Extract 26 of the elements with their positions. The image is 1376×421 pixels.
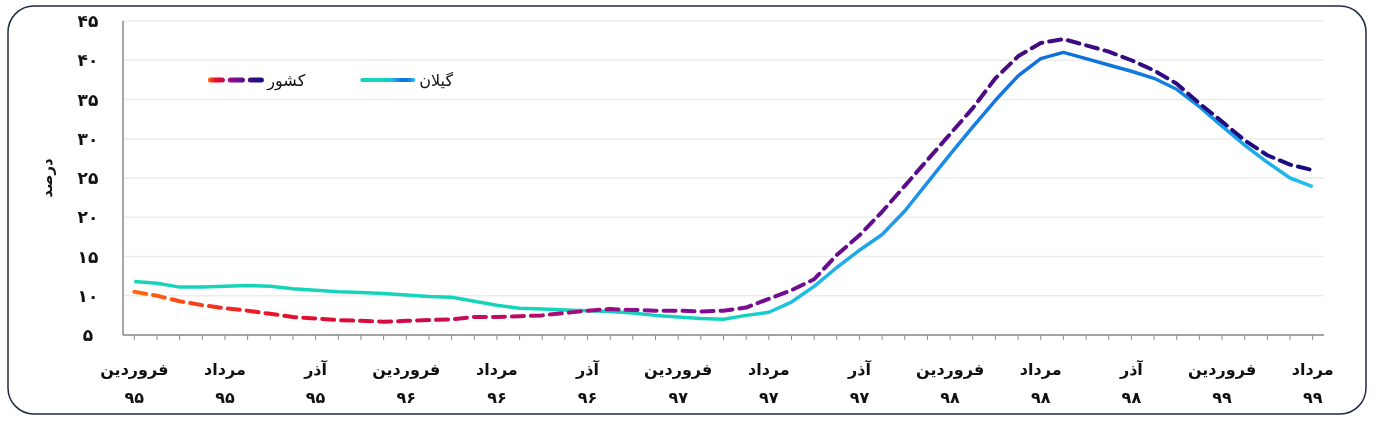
y-tick-label: ۴۵ — [77, 11, 99, 31]
y-tick-label: ۲۰ — [77, 207, 99, 228]
x-tick-label: مرداد ۹۵ — [204, 360, 246, 407]
legend-label: کشور — [266, 71, 306, 91]
legend-label: گیلان — [419, 71, 454, 90]
x-tick-label: فروردین ۹۶ — [372, 360, 441, 407]
y-tick-label: ۳۵ — [77, 89, 99, 110]
y-tick-label: ۱۰ — [77, 285, 99, 306]
x-tick-label: آذر ۹۸ — [1118, 359, 1144, 407]
y-tick-label: ۳۰ — [77, 128, 99, 149]
x-tick-label: آذر ۹۶ — [575, 359, 600, 407]
x-tick-label: آذر ۹۵ — [303, 359, 328, 407]
x-tick-label: فروردین ۹۷ — [644, 360, 713, 407]
x-tick-label: فروردین ۹۸ — [916, 360, 985, 407]
x-tick-label: آذر ۹۷ — [847, 359, 872, 407]
y-tick-label: ۴۰ — [77, 50, 99, 71]
x-tick-label: مرداد ۹۶ — [476, 360, 518, 407]
y-axis-title: درصد — [38, 157, 56, 198]
y-tick-label: ۱۵ — [77, 246, 99, 267]
y-tick-label: ۲۵ — [77, 168, 99, 188]
x-tick-label: مرداد ۹۸ — [1019, 360, 1062, 407]
x-tick-label: فروردین ۹۹ — [1187, 360, 1257, 407]
x-tick-label: مرداد ۹۹ — [1291, 360, 1334, 407]
y-tick-label: ۵ — [82, 325, 94, 345]
x-tick-label: فروردین ۹۵ — [100, 360, 169, 407]
x-tick-label: مرداد ۹۷ — [747, 360, 790, 407]
